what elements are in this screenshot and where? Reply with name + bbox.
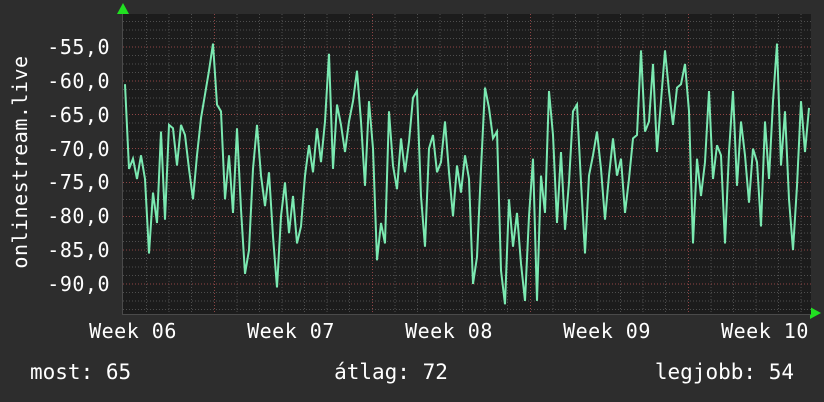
stat-current-label: most: xyxy=(30,360,94,384)
stats-row: most: 65 átlag: 72 legjobb: 54 xyxy=(0,360,824,386)
stat-average-label: átlag: xyxy=(334,360,410,384)
y-tick-label: -90,0 xyxy=(47,271,110,296)
plot-area xyxy=(122,14,811,315)
stat-current: most: 65 xyxy=(30,360,131,384)
y-tick-label: -80,0 xyxy=(47,204,110,229)
x-tick-label: Week 09 xyxy=(563,319,651,343)
y-tick-label: -85,0 xyxy=(47,238,110,263)
stat-best: legjobb: 54 xyxy=(655,360,794,384)
y-tick-label: -60,0 xyxy=(47,68,110,93)
x-tick-label: Week 08 xyxy=(405,319,493,343)
stat-best-label: legjobb: xyxy=(654,360,757,384)
stat-best-value: 54 xyxy=(768,360,794,384)
x-tick-label: Week 10 xyxy=(721,319,809,343)
y-tick-label: -65,0 xyxy=(47,102,110,127)
y-tick-label: -75,0 xyxy=(47,170,110,195)
y-tick-label: -55,0 xyxy=(47,35,110,59)
x-axis-arrow-right-icon xyxy=(810,307,821,319)
vertical-axis-title: onlinestream.live xyxy=(8,55,32,269)
y-axis-arrow-up-icon xyxy=(117,3,129,14)
stat-average: átlag: 72 xyxy=(334,360,448,384)
y-tick-label: -70,0 xyxy=(47,136,110,161)
x-tick-label: Week 06 xyxy=(89,319,177,343)
stat-average-value: 72 xyxy=(422,360,448,384)
signal-line-chart xyxy=(123,14,811,314)
x-tick-label: Week 07 xyxy=(247,319,335,343)
stat-current-value: 65 xyxy=(105,360,132,384)
signal-line-series xyxy=(124,43,810,305)
